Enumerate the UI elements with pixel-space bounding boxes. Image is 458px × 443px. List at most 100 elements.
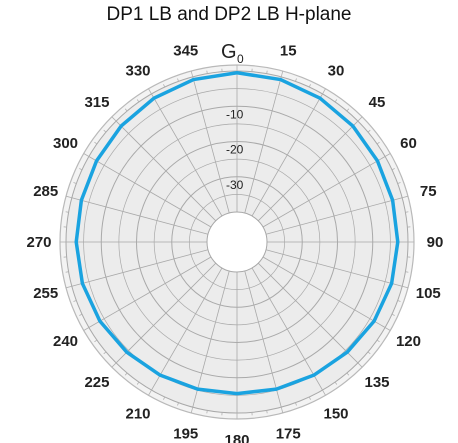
bezel-tick	[73, 182, 77, 184]
angle-label: 300	[53, 135, 78, 152]
bezel-tick	[190, 407, 194, 414]
bezel-tick	[94, 339, 98, 343]
bezel-tick	[266, 410, 268, 414]
gain-axis-subscript: 0	[237, 52, 244, 66]
bezel-tick	[266, 70, 268, 74]
bezel-tick	[397, 182, 401, 184]
grid-spoke	[265, 249, 403, 287]
bezel-tick	[402, 285, 409, 289]
angle-label: 15	[280, 43, 297, 60]
angle-label: 120	[396, 333, 421, 350]
grid-spoke	[262, 256, 386, 328]
angle-label: 90	[427, 234, 444, 251]
grid-spoke	[151, 267, 223, 391]
bezel-tick	[148, 389, 152, 396]
angle-label: 330	[125, 63, 150, 80]
bezel-tick	[346, 372, 350, 376]
polar-spokes	[66, 71, 408, 413]
bezel-tick	[357, 116, 363, 122]
grid-spoke	[71, 249, 209, 287]
bezel-tick	[334, 381, 338, 385]
center-hole	[206, 211, 268, 273]
bezel-tick	[206, 410, 208, 414]
bezel-tick	[111, 362, 117, 368]
bezel-tick	[111, 116, 117, 122]
angle-label: 175	[276, 425, 301, 442]
grid-spoke	[192, 270, 230, 408]
ring-label: -10	[226, 107, 244, 121]
bezel-tick	[376, 141, 380, 145]
angle-label: 135	[364, 374, 389, 391]
grid-spoke	[115, 262, 217, 364]
angle-label: 210	[125, 405, 150, 422]
grid-spoke	[251, 93, 323, 217]
angle-label: 240	[53, 333, 78, 350]
grid-spoke	[262, 156, 386, 228]
grid-spoke	[257, 262, 359, 364]
bezel-tick	[79, 313, 83, 316]
bezel-tick	[280, 70, 284, 77]
bezel-tick	[402, 195, 409, 199]
grid-spoke	[251, 267, 323, 391]
grid-spoke	[115, 120, 217, 222]
bezel-tick	[73, 300, 77, 302]
grid-spoke	[88, 156, 212, 228]
bezel-tick	[322, 88, 326, 95]
angle-label: 180	[224, 432, 249, 443]
angle-label: 270	[26, 234, 51, 251]
bezel-tick	[405, 271, 409, 273]
bezel-tick	[397, 300, 401, 302]
grid-spoke	[192, 76, 230, 214]
ring-labels: -10 -20 -30	[226, 107, 244, 192]
angle-label: 75	[420, 183, 437, 200]
bezel-tick	[206, 70, 208, 74]
angle-labels: 15 30 45 60 75 90 105 120 135 150 175 180 195 210 225 2…	[26, 43, 443, 443]
bezel-tick	[295, 402, 297, 406]
angle-label: 45	[369, 94, 386, 111]
bezel-tick	[308, 396, 311, 400]
bezel-tick	[391, 313, 395, 316]
grid-spoke	[257, 120, 359, 222]
bezel-tick	[190, 70, 194, 77]
bezel-tick	[322, 389, 326, 396]
angle-label: 315	[84, 94, 109, 111]
bezel-tick	[163, 84, 166, 88]
angle-label: 30	[328, 63, 345, 80]
grid-spoke	[244, 76, 282, 214]
bezel-tick	[376, 339, 380, 343]
grid-spoke	[151, 93, 223, 217]
bezel-tick	[94, 141, 98, 145]
chart-title: DP1 LB and DP2 LB H-plane	[106, 4, 352, 25]
gain-axis-label: G	[221, 41, 237, 63]
bezel-tick	[103, 129, 107, 133]
bezel-tick	[79, 168, 83, 171]
bezel-tick	[177, 78, 179, 82]
bezel-tick	[357, 362, 363, 368]
grid-spoke	[265, 197, 403, 235]
bezel-tick	[124, 372, 128, 376]
bezel-tick	[124, 108, 128, 112]
bezel-tick	[367, 129, 371, 133]
angle-label: 285	[33, 183, 58, 200]
bezel-tick	[65, 285, 72, 289]
grid-spoke	[244, 270, 282, 408]
bezel-tick	[295, 78, 297, 82]
bezel-tick	[148, 88, 152, 95]
bezel-tick	[65, 211, 69, 213]
angle-label: 225	[84, 374, 109, 391]
bezel-tick	[367, 351, 371, 355]
bezel-tick	[83, 327, 90, 331]
bezel-tick	[384, 327, 391, 331]
bezel-tick	[405, 211, 409, 213]
angle-label: 60	[400, 135, 417, 152]
bezel-tick	[384, 153, 391, 157]
angle-label: 345	[173, 43, 198, 60]
bezel-tick	[334, 99, 338, 103]
angle-label: 255	[33, 285, 58, 302]
grid-spoke	[88, 256, 212, 328]
bezel-tick	[136, 381, 140, 385]
bezel-tick	[65, 271, 69, 273]
bezel-tick	[346, 108, 350, 112]
ring-label: -30	[226, 178, 244, 192]
